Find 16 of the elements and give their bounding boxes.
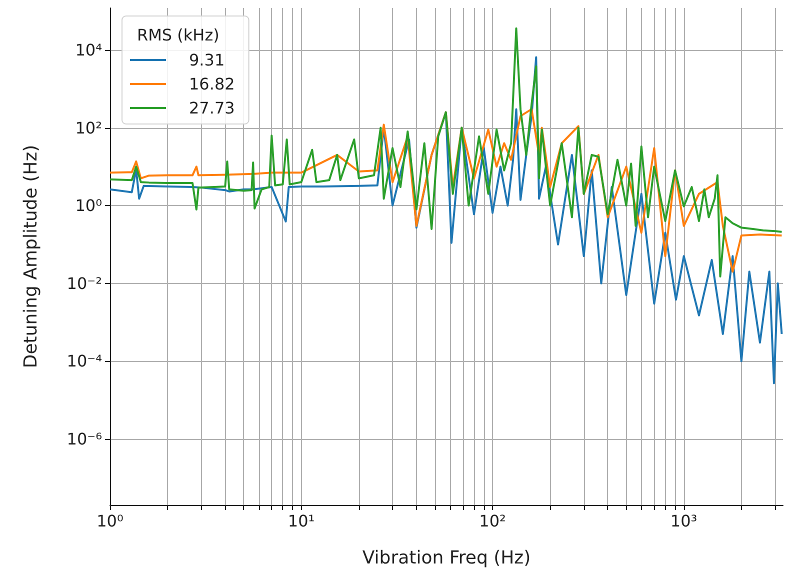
x-tick-label: 10³: [670, 512, 698, 530]
y-tick-label: 10⁴: [75, 40, 102, 60]
x-tick-label: 10⁰: [96, 512, 124, 530]
y-axis-title: Detuning Amplitude (Hz): [20, 144, 42, 368]
y-tick-label: 10²: [75, 118, 102, 138]
legend-title: RMS (kHz): [137, 26, 220, 44]
legend-label: 27.73: [189, 98, 235, 118]
x-tick-label: 10¹: [288, 512, 315, 530]
y-tick-label: 10⁻²: [66, 274, 102, 293]
legend-label: 9.31: [189, 50, 225, 70]
x-tick-label: 10²: [479, 512, 506, 530]
y-tick-label: 10⁻⁶: [66, 429, 102, 448]
y-tick-label: 10⁰: [75, 196, 102, 216]
x-axis-title: Vibration Freq (Hz): [362, 548, 531, 568]
legend-label: 16.82: [189, 74, 235, 94]
y-tick-label: 10⁻⁴: [66, 352, 102, 371]
